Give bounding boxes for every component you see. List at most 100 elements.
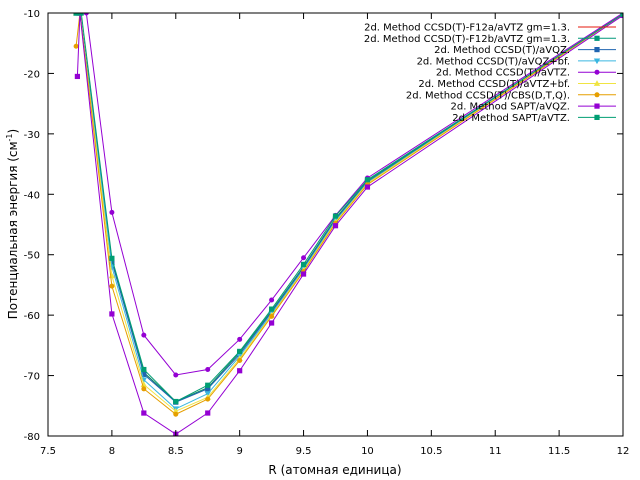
data-point: [205, 396, 211, 402]
data-point: [108, 272, 116, 279]
legend-label: 2d. Method CCSD(T)-F12a/aVTZ gm=1.3.: [364, 23, 570, 34]
legend-swatch-marker: [594, 103, 600, 109]
legend-item: 2d. Method CCSD(T)-F12b/aVTZ gm=1.3.: [364, 34, 616, 45]
y-axis-title-main: Потенциальная энергия (см: [6, 141, 20, 319]
y-tick-label: -70: [24, 372, 40, 383]
series-5: [83, 13, 623, 378]
x-tick-label: 8: [109, 446, 115, 457]
legend-swatch-marker: [594, 69, 600, 75]
data-point: [205, 386, 211, 392]
legend: 2d. Method CCSD(T)-F12a/aVTZ gm=1.3.2d. …: [364, 23, 616, 124]
data-point: [78, 13, 84, 16]
data-point: [620, 13, 623, 17]
series-9: [73, 13, 623, 405]
data-point: [140, 381, 148, 388]
data-point: [141, 410, 147, 416]
data-point: [332, 213, 339, 219]
legend-swatch-marker: [593, 80, 601, 86]
data-point: [205, 382, 211, 388]
x-tick-label: 9: [236, 446, 242, 457]
y-tick-label: -20: [24, 69, 40, 80]
data-point: [269, 320, 275, 326]
data-point: [173, 372, 179, 378]
legend-swatch-marker: [593, 58, 601, 65]
data-point: [83, 13, 89, 16]
data-point: [109, 255, 115, 261]
data-point: [269, 297, 275, 303]
data-point: [141, 371, 147, 377]
legend-swatch-marker: [594, 92, 600, 98]
legend-swatch-marker: [594, 35, 600, 41]
x-tick-label: 11.5: [548, 446, 570, 457]
legend-label: 2d. Method SAPT/aVQZ.: [450, 102, 570, 113]
x-tick-label: 10.5: [420, 446, 442, 457]
data-point: [205, 367, 211, 373]
data-point: [332, 223, 339, 229]
y-tick-label: -10: [24, 9, 40, 20]
y-tick-label: -50: [24, 251, 40, 262]
x-tick-label: 9.5: [296, 446, 312, 457]
data-point: [173, 411, 179, 417]
y-tick-label: -30: [24, 130, 40, 141]
legend-label: 2d. Method CCSD(T)/aVTZ+bf.: [418, 79, 570, 90]
data-point: [109, 311, 115, 317]
data-point: [109, 209, 115, 215]
data-point: [74, 73, 80, 80]
data-point: [269, 313, 275, 319]
legend-label: 2d. Method CCSD(T)/aVQZ.: [434, 45, 570, 56]
data-point: [364, 184, 371, 190]
x-tick-label: 11: [489, 446, 502, 457]
series-line: [75, 13, 623, 415]
data-point: [237, 348, 243, 354]
data-point: [109, 283, 115, 289]
y-axis-title-end: ): [6, 129, 20, 134]
y-tick-label: -40: [24, 190, 40, 201]
data-point: [301, 255, 307, 261]
legend-item: 2d. Method SAPT/aVTZ.: [452, 113, 616, 124]
data-point: [300, 271, 307, 277]
legend-item: 2d. Method CCSD(T)/aVQZ+bf.: [417, 56, 616, 67]
data-point: [269, 306, 275, 312]
series-line: [76, 13, 623, 403]
series-line: [76, 13, 623, 403]
x-tick-label: 7.5: [40, 446, 56, 457]
data-point: [109, 259, 115, 265]
x-axis-title: R (атомная единица): [268, 463, 401, 477]
data-point: [237, 357, 243, 363]
series-line: [76, 13, 623, 410]
legend-label: 2d. Method CCSD(T)/CBS(D,T,Q).: [406, 90, 570, 101]
legend-item: 2d. Method SAPT/aVQZ.: [450, 102, 616, 113]
x-tick-label: 12: [617, 446, 630, 457]
plot-frame: [47, 12, 624, 437]
data-point: [141, 332, 147, 338]
legend-item: 2d. Method CCSD(T)-F12a/aVTZ gm=1.3.: [364, 23, 616, 34]
data-point: [73, 13, 79, 16]
legend-item: 2d. Method CCSD(T)/aVTZ+bf.: [418, 79, 616, 90]
data-point: [173, 398, 179, 405]
legend-label: 2d. Method CCSD(T)/aVQZ+bf.: [417, 56, 570, 67]
y-tick-label: -80: [24, 432, 40, 443]
data-point: [141, 366, 147, 373]
y-tick-label: -60: [24, 311, 40, 322]
data-point: [141, 386, 147, 392]
data-point: [204, 391, 211, 397]
series-layer: [72, 13, 623, 436]
legend-label: 2d. Method CCSD(T)-F12b/aVTZ gm=1.3.: [364, 34, 570, 45]
data-point: [237, 336, 243, 342]
ticks-layer: 7.5 8 8.5 9 9.5 10 10.5 11 11.5 12 -80 -70 -60 -50 -40…: [24, 9, 630, 457]
data-point: [364, 177, 371, 183]
data-point: [205, 410, 211, 416]
data-point: [300, 261, 307, 267]
series-line: [76, 13, 623, 435]
x-tick-label: 10: [361, 446, 374, 457]
data-point: [237, 368, 243, 374]
legend-swatch-marker: [594, 114, 600, 120]
data-point: [172, 408, 179, 414]
legend-item: 2d. Method CCSD(T)/aVTZ.: [436, 68, 616, 79]
legend-label: 2d. Method CCSD(T)/aVTZ.: [436, 68, 570, 79]
y-axis-title-sup: -1: [5, 133, 14, 141]
y-axis-title: Потенциальная энергия (см-1): [5, 129, 20, 319]
x-tick-label: 8.5: [168, 446, 184, 457]
legend-swatch-marker: [594, 47, 600, 53]
data-point: [73, 43, 79, 49]
